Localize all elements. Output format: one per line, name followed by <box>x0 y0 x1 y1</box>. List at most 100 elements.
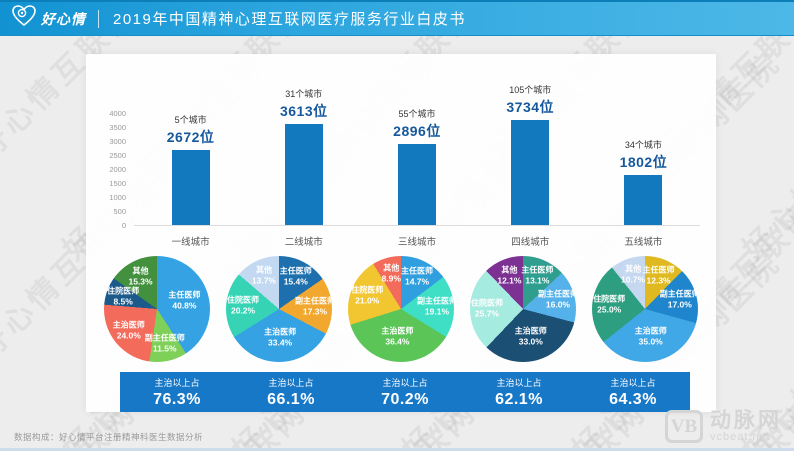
pie-slice-label: 副主任医师 11.5% <box>136 334 194 355</box>
pie-slice-label: 住院医师 21.0% <box>338 286 396 307</box>
bar <box>284 123 323 225</box>
majority-cell: 主治以上占 70.2% <box>348 372 462 412</box>
pie-chart: 主任医师 13.1% 副主任医师 16.0% 主治医师 33.0% 住院医师 25.7% 其他 1… <box>470 256 578 362</box>
pie-chart: 主任医师 40.8% 副主任医师 11.5% 主治医师 24.0% 住院医师 8.5% 其他 15… <box>104 256 210 362</box>
pie-slice-label: 其他 15.3% <box>112 267 170 288</box>
pie-slice-label: 住院医师 8.5% <box>94 286 152 307</box>
majority-banner: 主治以上占 76.3% 主治以上占 66.1% 主治以上占 70.2% 主治以上占 62.1%… <box>120 372 690 412</box>
heart-camera-logo-icon <box>12 5 36 32</box>
pie-slice-label: 副主任医师 19.1% <box>408 297 466 318</box>
majority-value: 70.2% <box>381 390 429 408</box>
brand-logo: 好心情 <box>0 5 98 32</box>
pie-slice-label: 副主任医师 16.0% <box>529 290 587 311</box>
bar-x-tick-label: 五线城市 <box>624 237 663 248</box>
bar-column: 55个城市 2896位 <box>360 80 473 225</box>
pie-slice-percent: 8.9% <box>381 273 401 284</box>
pie-slice-label: 主任医师 12.3% <box>630 265 688 286</box>
pie-slice-name: 主任医师 <box>521 265 554 275</box>
pie-slice-percent: 40.8% <box>172 300 197 311</box>
pie-slice-label: 主治医师 35.0% <box>622 327 680 348</box>
pie-slot: 主任医师 15.4% 副主任医师 17.3% 主治医师 33.4% 住院医师 20.2% 其他 1… <box>218 256 340 362</box>
bar-x-tick-label: 四线城市 <box>511 237 550 248</box>
bar-city-count-label: 55个城市 <box>398 108 436 119</box>
bar-value-label: 3613位 <box>279 102 328 119</box>
y-axis-tick: 0 <box>121 221 126 230</box>
pie-slice-name: 主任医师 <box>642 265 675 275</box>
pie-slice-label: 主任医师 13.1% <box>508 266 566 287</box>
majority-cell: 主治以上占 64.3% <box>576 372 690 412</box>
bar-column: 105个城市 3734位 <box>474 80 587 225</box>
pie-slot: 主任医师 13.1% 副主任医师 16.0% 主治医师 33.0% 住院医师 25.7% 其他 1… <box>462 256 584 362</box>
pie-slice-percent: 25.0% <box>597 304 622 315</box>
pie-slice-label: 副主任医师 17.3% <box>286 297 344 318</box>
pie-slice-percent: 19.1% <box>424 306 450 317</box>
pie-slice-label: 主任医师 14.7% <box>388 266 446 287</box>
bar-column: 31个城市 3613位 <box>247 80 360 225</box>
pie-slot: 主任医师 14.7% 副主任医师 19.1% 主治医师 36.4% 住院医师 21.0% 其他 8… <box>340 256 462 362</box>
pie-slice-percent: 16.0% <box>545 299 570 310</box>
background-watermark-text: 好心情互联网医院 <box>736 44 794 267</box>
pie-slice-label: 住院医师 20.2% <box>214 296 272 317</box>
pie-slice-label: 主治医师 36.4% <box>368 327 426 348</box>
pie-slice-percent: 33.4% <box>268 337 293 348</box>
pie-slice-percent: 8.5% <box>113 296 133 307</box>
bar-chart: 0 500 1000 1500 2000 2500 3000 3500 4000 5个城市 267… <box>100 78 702 248</box>
bar <box>624 174 663 225</box>
bar <box>511 120 550 225</box>
pie-slice-percent: 10.7% <box>621 274 646 285</box>
bar-value-label: 2896位 <box>393 122 441 139</box>
pie-slice-percent: 13.7% <box>251 275 276 286</box>
y-axis-tick: 3500 <box>109 123 126 132</box>
pie-slice-name: 副主任医师 <box>537 289 578 299</box>
pie-slice-name: 主任医师 <box>279 266 312 276</box>
pie-slice-name: 副主任医师 <box>659 289 700 299</box>
pie-slot: 主任医师 40.8% 副主任医师 11.5% 主治医师 24.0% 住院医师 8.5% 其他 15… <box>96 256 218 362</box>
pie-slice-percent: 21.0% <box>355 296 380 307</box>
pie-slice-name: 住院医师 <box>107 286 140 296</box>
pie-slice-label: 其他 10.7% <box>604 265 662 286</box>
data-source-note: 数据构成：好心情平台注册精神科医生数据分析 <box>14 432 204 442</box>
pie-slice-name: 其他 <box>501 265 518 275</box>
pie-slice-name: 主治医师 <box>381 327 414 337</box>
pie-slice-label: 主任医师 40.8% <box>155 291 213 312</box>
page-title: 2019年中国精神心理互联网医疗服务行业白皮书 <box>113 11 466 28</box>
pie-slot: 主任医师 12.3% 副主任医师 17.0% 主治医师 35.0% 住院医师 25.0% 其他 1… <box>584 256 706 362</box>
bar-x-labels: 一线城市 二线城市 三线城市 四线城市 五线城市 <box>134 234 700 248</box>
pie-slice-percent: 33.0% <box>518 336 543 347</box>
pie-slice-name: 其他 <box>255 265 272 275</box>
y-axis-tick: 3000 <box>109 137 126 146</box>
bar-x-tick-label: 三线城市 <box>398 237 437 248</box>
pie-slice-percent: 17.3% <box>302 306 328 317</box>
pie-slice-percent: 36.4% <box>385 337 410 348</box>
bar-column: 5个城市 2672位 <box>134 80 247 225</box>
pie-slice-name: 其他 <box>383 263 400 273</box>
pie-slice-label: 住院医师 25.0% <box>580 295 638 316</box>
bar <box>171 150 210 225</box>
pie-slice-percent: 15.3% <box>128 276 153 287</box>
content-card: 0 500 1000 1500 2000 2500 3000 3500 4000 5个城市 267… <box>86 54 716 412</box>
bar-value-label: 3734位 <box>506 99 555 116</box>
bar-x-tick-label: 一线城市 <box>171 237 210 248</box>
pie-chart: 主任医师 15.4% 副主任医师 17.3% 主治医师 33.4% 住院医师 20.2% 其他 1… <box>226 256 335 362</box>
bar-y-axis: 0 500 1000 1500 2000 2500 3000 3500 4000 <box>100 110 130 230</box>
bar-city-count-label: 105个城市 <box>509 85 552 96</box>
majority-value: 66.1% <box>267 390 315 408</box>
y-axis-tick: 1500 <box>109 179 126 188</box>
pie-slice-label: 其他 13.7% <box>235 266 293 287</box>
pie-slice-name: 副主任医师 <box>294 296 335 306</box>
pie-slice-percent: 24.0% <box>116 331 141 342</box>
majority-cell: 主治以上占 66.1% <box>234 372 348 412</box>
majority-cell: 主治以上占 62.1% <box>462 372 576 412</box>
majority-cell: 主治以上占 76.3% <box>120 372 234 412</box>
pie-slice-name: 主治医师 <box>112 321 145 331</box>
bar-city-count-label: 5个城市 <box>174 115 207 126</box>
bar-city-count-label: 31个城市 <box>285 88 323 99</box>
y-axis-tick: 2000 <box>109 165 126 174</box>
bar-city-count-label: 34个城市 <box>624 139 662 150</box>
bar <box>398 143 436 225</box>
bar-value-label: 2672位 <box>166 129 215 146</box>
header-bar: 好心情 2019年中国精神心理互联网医疗服务行业白皮书 <box>0 0 794 36</box>
vcbeat-logo-icon: VB <box>665 410 703 443</box>
pie-slice-name: 主任医师 <box>401 266 434 276</box>
pie-slice-percent: 35.0% <box>638 336 663 347</box>
